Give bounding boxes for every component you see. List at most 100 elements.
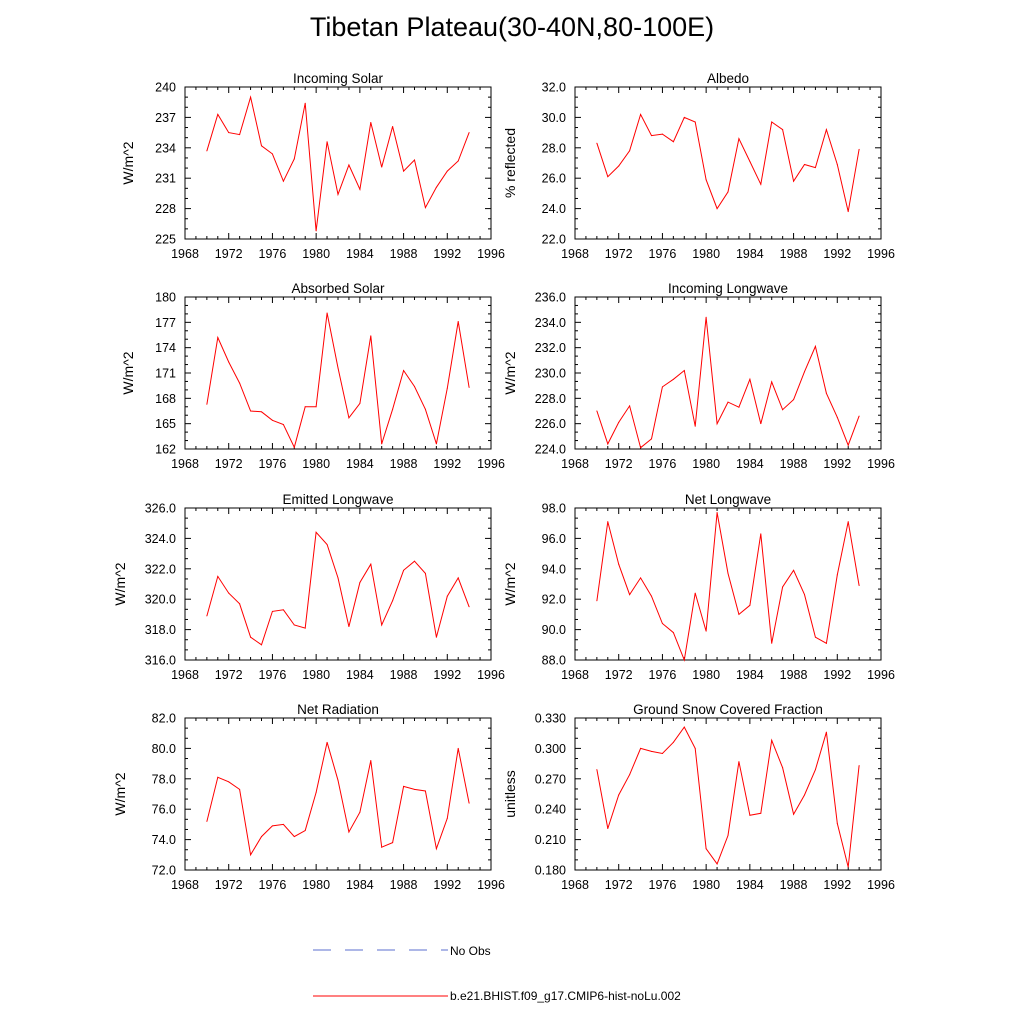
y-tick-label: 230.0 bbox=[535, 367, 566, 381]
data-point bbox=[640, 577, 642, 579]
panels: 1968 1972 1976 1980 1984 1988 1992 1996 225 228 23… bbox=[112, 71, 895, 892]
x-tick-label: 1984 bbox=[736, 668, 764, 682]
y-tick-label: 162 bbox=[155, 443, 176, 457]
x-tick-label: 1996 bbox=[867, 247, 895, 261]
data-point bbox=[403, 170, 405, 172]
panel-5: 1968 1972 1976 1980 1984 1988 1992 1996 316.0 318… bbox=[112, 492, 505, 682]
data-point bbox=[771, 381, 773, 383]
series-line bbox=[206, 312, 470, 449]
y-tick-label: 174 bbox=[155, 341, 176, 355]
x-tick-label: 1992 bbox=[823, 668, 851, 682]
x-tick-label: 1984 bbox=[736, 247, 764, 261]
data-point bbox=[858, 585, 860, 587]
y-tick-label: 90.0 bbox=[542, 623, 566, 637]
series-line bbox=[596, 317, 860, 449]
data-point bbox=[261, 644, 262, 646]
data-point bbox=[672, 632, 674, 634]
data-point bbox=[596, 142, 598, 144]
data-point bbox=[315, 791, 317, 793]
data-point bbox=[403, 369, 405, 371]
data-point bbox=[727, 191, 729, 193]
series-line bbox=[206, 742, 470, 857]
data-point bbox=[414, 560, 415, 562]
data-point bbox=[370, 335, 372, 337]
data-point bbox=[468, 386, 470, 388]
data-point bbox=[370, 121, 372, 123]
x-tick-label: 1996 bbox=[867, 457, 895, 471]
y-tick-label: 94.0 bbox=[542, 562, 566, 576]
data-point bbox=[629, 405, 631, 407]
data-point bbox=[683, 726, 685, 728]
y-tick-label: 180 bbox=[155, 291, 176, 305]
data-point bbox=[381, 846, 383, 848]
data-point bbox=[468, 802, 470, 804]
data-point bbox=[804, 794, 805, 796]
data-point bbox=[315, 531, 317, 533]
y-axis-label: % reflected bbox=[502, 128, 518, 198]
y-tick-label: 28.0 bbox=[542, 141, 566, 155]
data-point bbox=[618, 421, 620, 423]
data-point bbox=[782, 129, 784, 131]
x-tick-label: 1968 bbox=[171, 878, 199, 892]
data-point bbox=[228, 592, 230, 594]
data-point bbox=[239, 382, 241, 384]
y-axis-label: W/m^2 bbox=[502, 351, 518, 394]
data-point bbox=[457, 160, 459, 162]
x-tick-label: 1984 bbox=[736, 457, 764, 471]
data-point bbox=[618, 794, 620, 796]
data-point bbox=[424, 790, 426, 792]
data-point bbox=[315, 230, 317, 232]
data-point bbox=[446, 817, 448, 819]
data-point bbox=[392, 126, 394, 128]
y-axis-label: W/m^2 bbox=[120, 141, 136, 184]
data-point bbox=[607, 521, 609, 523]
data-point bbox=[716, 512, 718, 514]
data-point bbox=[348, 626, 350, 628]
x-tick-label: 1992 bbox=[433, 668, 461, 682]
series-line bbox=[206, 531, 470, 646]
data-point bbox=[348, 417, 350, 419]
data-point bbox=[804, 371, 805, 373]
panel-title: Albedo bbox=[707, 71, 749, 86]
y-tick-label: 0.180 bbox=[535, 864, 566, 878]
panel-8: 1968 1972 1976 1980 1984 1988 1992 1996 0.180 0.2… bbox=[502, 702, 895, 892]
data-point bbox=[629, 594, 631, 596]
data-point bbox=[847, 211, 849, 213]
data-point bbox=[381, 624, 383, 626]
x-tick-label: 1976 bbox=[259, 878, 287, 892]
data-point bbox=[250, 410, 252, 412]
x-tick-label: 1992 bbox=[823, 457, 851, 471]
x-tick-label: 1988 bbox=[780, 878, 808, 892]
x-tick-label: 1972 bbox=[215, 878, 243, 892]
data-point bbox=[293, 624, 295, 626]
data-point bbox=[640, 747, 642, 749]
data-point bbox=[683, 369, 685, 371]
x-tick-label: 1988 bbox=[780, 668, 808, 682]
data-point bbox=[435, 443, 437, 445]
data-point bbox=[760, 183, 762, 185]
panel-6: 1968 1972 1976 1980 1984 1988 1992 1996 88.0 90.0… bbox=[502, 492, 895, 682]
data-point bbox=[282, 609, 284, 611]
data-point bbox=[217, 337, 219, 339]
data-point bbox=[804, 164, 805, 166]
data-point bbox=[716, 423, 718, 425]
x-tick-label: 1972 bbox=[215, 457, 243, 471]
data-point bbox=[228, 781, 230, 783]
data-point bbox=[825, 129, 827, 131]
data-point bbox=[705, 179, 707, 181]
data-point bbox=[414, 159, 415, 161]
data-point bbox=[651, 438, 652, 440]
data-point bbox=[618, 563, 620, 565]
y-tick-label: 22.0 bbox=[542, 233, 566, 247]
data-point bbox=[716, 863, 718, 865]
data-point bbox=[782, 586, 784, 588]
y-tick-label: 30.0 bbox=[542, 111, 566, 125]
panel-1: 1968 1972 1976 1980 1984 1988 1992 1996 225 228 23… bbox=[120, 71, 505, 261]
data-point bbox=[282, 424, 284, 426]
data-point bbox=[457, 320, 459, 322]
legend-label-obs: No Obs bbox=[450, 944, 491, 958]
figure-title: Tibetan Plateau(30-40N,80-100E) bbox=[309, 12, 715, 42]
data-point bbox=[359, 811, 361, 813]
y-tick-label: 171 bbox=[155, 367, 176, 381]
data-point bbox=[414, 386, 415, 388]
